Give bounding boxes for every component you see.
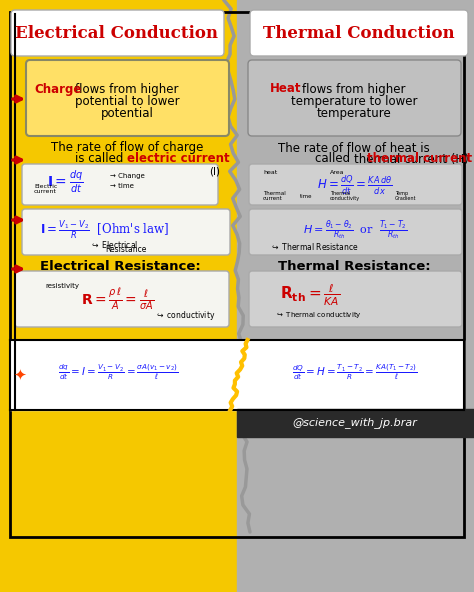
Text: @science_with_jp.brar: @science_with_jp.brar: [292, 417, 418, 429]
Text: $\frac{dq}{dt} = I = \frac{V_1-V_2}{R} = \frac{\sigma A(v_1-v_2)}{\ell}$: $\frac{dq}{dt} = I = \frac{V_1-V_2}{R} =…: [58, 362, 178, 382]
Text: flows from higher: flows from higher: [75, 82, 179, 95]
Text: $\mathbf{I} = \frac{dq}{dt}$: $\mathbf{I} = \frac{dq}{dt}$: [47, 169, 83, 195]
FancyBboxPatch shape: [248, 60, 461, 136]
Text: called: called: [315, 153, 354, 166]
Text: Thermal
conductivity: Thermal conductivity: [330, 191, 360, 201]
Text: potential to lower: potential to lower: [75, 95, 179, 108]
Text: The rate of flow of charge: The rate of flow of charge: [51, 141, 203, 155]
Text: $\hookrightarrow$ conductivity: $\hookrightarrow$ conductivity: [155, 308, 215, 321]
Text: Temp
Gradient: Temp Gradient: [395, 191, 417, 201]
Text: $\mathbf{R} = \frac{\rho\,\ell}{A} = \frac{\ell}{\sigma A}$: $\mathbf{R} = \frac{\rho\,\ell}{A} = \fr…: [82, 287, 155, 311]
Text: Heat: Heat: [270, 82, 302, 95]
Text: $\hookrightarrow$ Thermal Resistance: $\hookrightarrow$ Thermal Resistance: [270, 240, 359, 252]
Text: $\hookrightarrow$ Thermal conductivity: $\hookrightarrow$ Thermal conductivity: [275, 310, 362, 320]
Text: time: time: [300, 194, 312, 198]
Text: The rate of flow of heat is: The rate of flow of heat is: [278, 141, 430, 155]
Bar: [10, 340, 464, 410]
Text: Thermal
current: Thermal current: [263, 191, 286, 201]
Text: Resistance: Resistance: [105, 246, 146, 255]
Text: → Change: → Change: [110, 173, 145, 179]
FancyBboxPatch shape: [250, 10, 468, 56]
FancyBboxPatch shape: [22, 209, 230, 255]
Text: $H = \frac{\theta_1 - \theta_2}{R_{th}}$  or  $\frac{T_1 - T_2}{R_{th}}$: $H = \frac{\theta_1 - \theta_2}{R_{th}}$…: [303, 218, 407, 242]
FancyBboxPatch shape: [26, 60, 229, 136]
Text: potential: potential: [100, 107, 154, 120]
Bar: [237, 409, 474, 437]
Text: $H = \frac{dQ}{dt_{\,}} = \frac{KA\,d\theta}{dx}$: $H = \frac{dQ}{dt_{\,}} = \frac{KA\,d\th…: [317, 173, 393, 195]
Text: electric current: electric current: [127, 153, 229, 166]
Text: Thermal Resistance:: Thermal Resistance:: [278, 260, 430, 274]
Text: Electrical Conduction: Electrical Conduction: [16, 24, 219, 41]
FancyBboxPatch shape: [22, 164, 218, 205]
Text: Area: Area: [330, 169, 345, 175]
Text: resistivity: resistivity: [45, 283, 79, 289]
Text: $\frac{dQ}{dt} = H = \frac{T_1-T_2}{R} = \frac{KA(T_1-T_2)}{\ell}$: $\frac{dQ}{dt} = H = \frac{T_1-T_2}{R} =…: [292, 362, 418, 382]
Bar: [0, 0, 237, 592]
FancyBboxPatch shape: [15, 271, 229, 327]
Text: flows from higher: flows from higher: [302, 82, 406, 95]
Text: $\mathbf{R_{th}} = \frac{\ell}{KA}$: $\mathbf{R_{th}} = \frac{\ell}{KA}$: [280, 282, 340, 308]
Text: thermal current (H): thermal current (H): [354, 153, 469, 166]
Text: Electric
current: Electric current: [34, 184, 57, 194]
Bar: [237, 0, 474, 592]
Text: heat: heat: [263, 169, 277, 175]
Text: Electrical Resistance:: Electrical Resistance:: [40, 260, 201, 274]
Text: Thermal Conduction: Thermal Conduction: [263, 24, 455, 41]
FancyBboxPatch shape: [249, 164, 462, 205]
Text: ✦: ✦: [14, 368, 27, 382]
Text: is called: is called: [75, 153, 127, 166]
Text: temperature: temperature: [317, 107, 392, 120]
Text: Charge: Charge: [34, 82, 82, 95]
Text: (I): (I): [210, 166, 220, 176]
Text: $\hookrightarrow$ Electrical: $\hookrightarrow$ Electrical: [90, 239, 138, 249]
FancyBboxPatch shape: [249, 271, 462, 327]
Text: → time: → time: [110, 183, 134, 189]
Text: temperature to lower: temperature to lower: [291, 95, 417, 108]
Text: $\mathbf{I} = \frac{V_1 - V_2}{R}$  [Ohm's law]: $\mathbf{I} = \frac{V_1 - V_2}{R}$ [Ohm'…: [40, 218, 170, 242]
FancyBboxPatch shape: [11, 10, 224, 56]
Text: thermal current: thermal current: [367, 153, 472, 166]
FancyBboxPatch shape: [249, 209, 462, 255]
